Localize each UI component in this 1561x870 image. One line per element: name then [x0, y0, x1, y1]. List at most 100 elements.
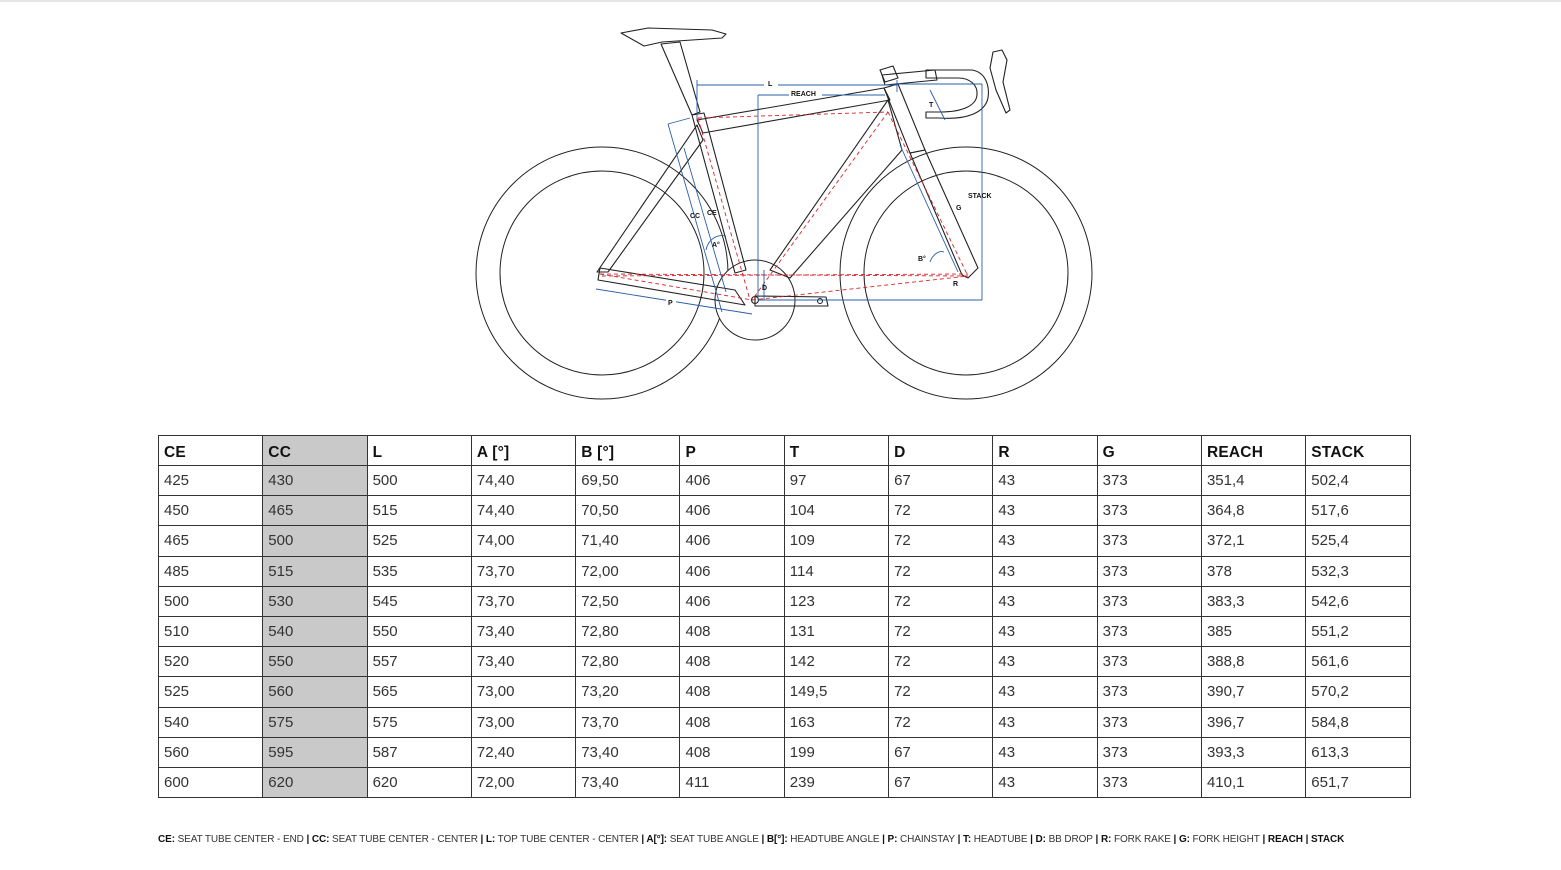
table-row: 425 430 500 74,40 69,50 406 97 67 43 373 351,4 502,… [157, 464, 1411, 497]
table-row: 540 575 575 73,00 73,70 408 163 72 43 373 396,7 584… [157, 706, 1411, 738]
legend-key: G: [1178, 834, 1190, 845]
table-cell-stack: 651,7 [1305, 766, 1411, 799]
table-cell-l: 515 [366, 495, 472, 527]
table-cell-r: 43 [992, 464, 1098, 497]
table-cell-ce: 520 [157, 646, 264, 678]
front-wheel [839, 146, 1093, 400]
table-cell-r: 43 [992, 706, 1098, 738]
frame-centerlines [599, 111, 969, 301]
header-g: G [1096, 435, 1202, 466]
table-cell-cc: 560 [262, 676, 368, 708]
table-cell-stack: 542,6 [1305, 585, 1411, 617]
table-cell-p: 408 [679, 706, 785, 738]
table-cell-t: 239 [783, 766, 890, 799]
table-cell-g: 373 [1096, 646, 1202, 678]
table-cell-p: 406 [679, 555, 785, 587]
table-cell-cc: 540 [262, 615, 368, 648]
legend-key: CC: [311, 834, 330, 845]
table-cell-b: 73,40 [575, 736, 681, 768]
table-cell-g: 373 [1096, 766, 1202, 799]
table-cell-t: 97 [783, 464, 890, 497]
table-cell-r: 43 [992, 585, 1098, 617]
table-cell-p: 406 [679, 525, 785, 557]
table-cell-b: 73,70 [575, 706, 681, 738]
table-cell-r: 43 [992, 525, 1098, 557]
table-cell-stack: 525,4 [1305, 525, 1411, 557]
label-reach: REACH [791, 91, 816, 98]
legend-key: P: [887, 834, 898, 845]
legend-item: P: CHAINSTAY [888, 834, 955, 845]
label-g: G [956, 205, 962, 212]
table-cell-p: 408 [679, 615, 785, 648]
legend-separator: | [477, 834, 486, 845]
bike-geometry-diagram: L REACH T STACK G CC CE A° B° D R P [475, 27, 1093, 400]
table-cell-d: 72 [888, 615, 994, 648]
legend-item: G: FORK HEIGHT [1179, 834, 1260, 845]
table-row: 560 595 587 72,40 73,40 408 199 67 43 373 393,3 613… [157, 736, 1411, 768]
legend-desc: HEADTUBE ANGLE [790, 834, 880, 845]
table-cell-ce: 465 [157, 525, 264, 557]
table-cell-g: 373 [1096, 706, 1202, 738]
table-cell-t: 104 [783, 495, 890, 527]
table-cell-d: 72 [888, 525, 994, 557]
table-cell-t: 163 [783, 706, 890, 738]
label-t: T [929, 102, 934, 109]
legend-desc: CHAINSTAY [900, 834, 955, 845]
legend-item: T: HEADTUBE [963, 834, 1028, 845]
table-cell-a: 73,70 [470, 555, 577, 587]
table-cell-ce: 450 [157, 495, 264, 527]
table-cell-r: 43 [992, 555, 1098, 587]
label-r: R [953, 281, 958, 288]
table-cell-reach: 372,1 [1200, 525, 1307, 557]
table-row: 465 500 525 74,00 71,40 406 109 72 43 373 372,1 525… [157, 525, 1411, 557]
header-cc: CC [262, 435, 368, 466]
table-body: 425 430 500 74,40 69,50 406 97 67 43 373 351,4 502,… [157, 464, 1411, 799]
label-b: B° [918, 255, 926, 263]
table-cell-stack: 584,8 [1305, 706, 1411, 738]
bike-frame [596, 27, 1011, 307]
table-cell-reach: 364,8 [1200, 495, 1307, 527]
legend-separator: | [1170, 834, 1179, 845]
label-ce: CE [707, 210, 717, 217]
table-cell-l: 587 [366, 736, 472, 768]
legend-desc: FORK HEIGHT [1192, 834, 1260, 845]
table-cell-d: 72 [888, 555, 994, 587]
table-cell-l: 620 [366, 766, 472, 799]
table-cell-r: 43 [992, 646, 1098, 678]
table-cell-a: 74,40 [470, 495, 577, 527]
table-cell-reach: 383,3 [1200, 585, 1307, 617]
table-cell-a: 73,70 [470, 585, 577, 617]
legend-desc: SEAT TUBE CENTER - END [177, 834, 304, 845]
label-l: L [768, 81, 773, 88]
header-b: B [°] [575, 435, 681, 466]
legend-separator: | [1302, 834, 1311, 845]
table-cell-g: 373 [1096, 464, 1202, 497]
table-cell-g: 373 [1096, 615, 1202, 648]
legend-separator: | [1027, 834, 1036, 845]
legend-key: B[°]: [766, 834, 788, 845]
table-cell-t: 199 [783, 736, 890, 768]
table-cell-stack: 613,3 [1305, 736, 1411, 768]
legend-desc: TOP TUBE CENTER - CENTER [497, 834, 639, 845]
table-cell-ce: 600 [157, 766, 264, 799]
table-cell-cc: 530 [262, 585, 368, 617]
label-d: D [762, 285, 767, 292]
table-cell-g: 373 [1096, 495, 1202, 527]
table-cell-b: 72,00 [575, 555, 681, 587]
legend-desc: SEAT TUBE ANGLE [669, 834, 759, 845]
table-cell-a: 73,00 [470, 676, 577, 708]
legend-key: REACH [1267, 834, 1303, 845]
table-cell-g: 373 [1096, 736, 1202, 768]
table-row: 485 515 535 73,70 72,00 406 114 72 43 373 378 532,3 [157, 555, 1411, 587]
legend-item: STACK [1311, 834, 1344, 845]
table-cell-l: 535 [366, 555, 472, 587]
table-cell-l: 500 [366, 464, 472, 497]
table-cell-g: 373 [1096, 525, 1202, 557]
label-stack: STACK [968, 193, 992, 200]
table-cell-ce: 500 [157, 585, 264, 617]
legend-key: A[°]: [646, 834, 668, 845]
table-cell-g: 373 [1096, 676, 1202, 708]
legend-separator: | [954, 834, 963, 845]
table-row: 450 465 515 74,40 70,50 406 104 72 43 373 364,8 517… [157, 495, 1411, 527]
table-cell-cc: 575 [262, 706, 368, 738]
